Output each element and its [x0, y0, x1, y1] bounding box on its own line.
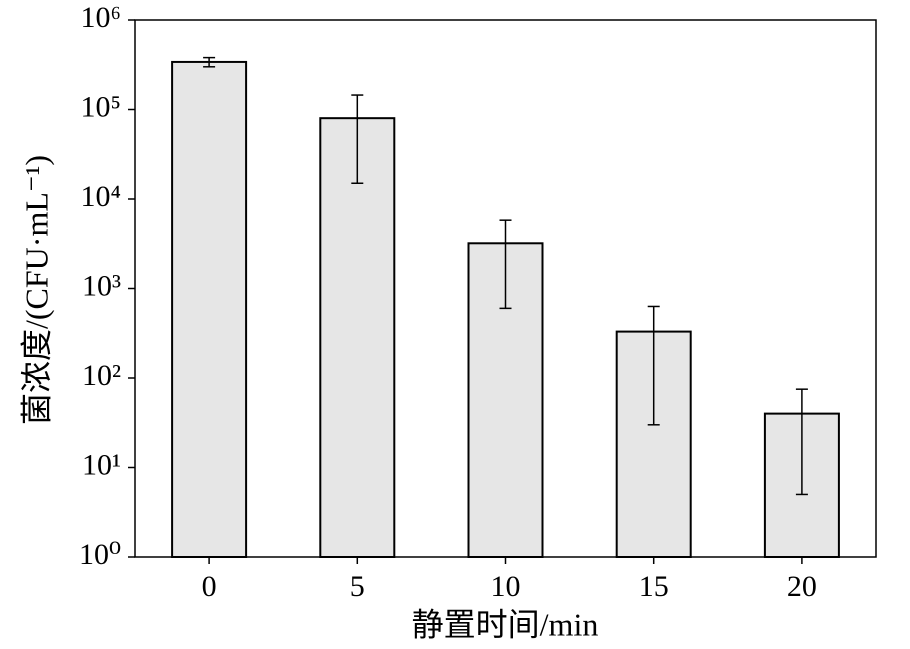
y-tick-label: 10⁴	[81, 180, 121, 213]
y-tick-label: 10⁰	[79, 538, 121, 571]
error-bar	[795, 388, 808, 496]
y-tick-label: 10¹	[82, 448, 121, 481]
x-tick-label: 0	[202, 570, 217, 603]
x-tick-label: 10	[491, 570, 521, 603]
x-tick-label: 15	[639, 570, 669, 603]
x-tick-label: 20	[787, 570, 817, 603]
y-tick-label: 10³	[82, 269, 121, 302]
error-bar	[351, 94, 364, 184]
plot-frame	[134, 19, 877, 558]
error-bar	[647, 305, 660, 426]
bar	[319, 117, 396, 559]
x-tick-label: 5	[350, 570, 365, 603]
x-axis-label: 静置时间/min	[412, 606, 599, 642]
error-bar	[203, 56, 216, 68]
y-tick-label: 10⁶	[81, 1, 121, 34]
y-axis-label: 菌浓度/(CFU·mL⁻¹)	[18, 155, 54, 425]
y-tick-label: 10⁵	[81, 90, 121, 123]
y-tick-label: 10²	[82, 359, 121, 392]
bar	[171, 60, 248, 558]
error-bar	[499, 219, 512, 310]
